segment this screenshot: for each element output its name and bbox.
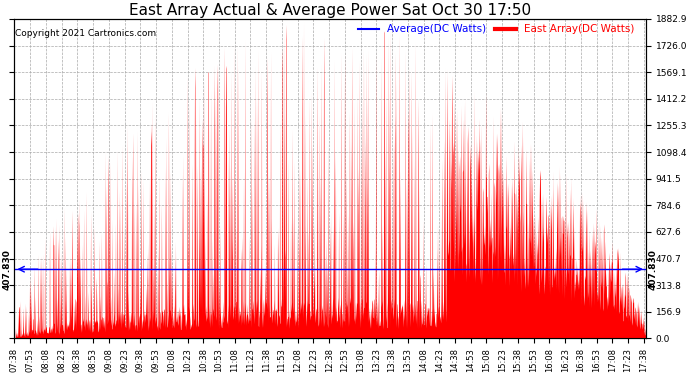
- Text: 407.830: 407.830: [649, 249, 658, 290]
- Legend: Average(DC Watts), East Array(DC Watts): Average(DC Watts), East Array(DC Watts): [358, 24, 634, 34]
- Text: Copyright 2021 Cartronics.com: Copyright 2021 Cartronics.com: [15, 28, 156, 38]
- Title: East Array Actual & Average Power Sat Oct 30 17:50: East Array Actual & Average Power Sat Oc…: [129, 3, 531, 18]
- Text: 407.830: 407.830: [2, 249, 11, 290]
